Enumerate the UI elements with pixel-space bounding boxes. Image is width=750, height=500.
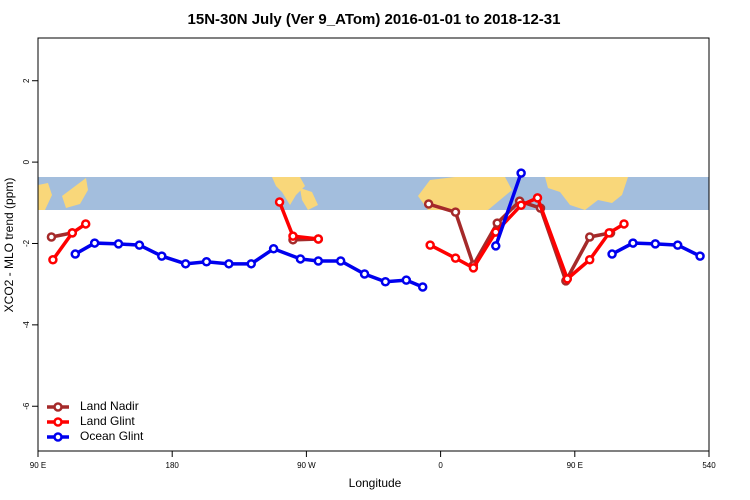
y-tick-label: -6 [22, 402, 31, 410]
point [425, 240, 435, 250]
legend-marker [53, 432, 63, 442]
x-tick-label: 0 [438, 461, 443, 470]
point [295, 254, 306, 264]
series-line [51, 199, 611, 286]
legend-label: Ocean Glint [80, 429, 144, 443]
point [417, 282, 428, 292]
point [89, 238, 100, 248]
point [335, 256, 346, 266]
point [628, 238, 638, 248]
legend-label: Land Glint [80, 414, 135, 428]
point [180, 259, 191, 269]
map-strip [38, 177, 709, 210]
legend-label: Land Nadir [80, 399, 139, 413]
point [619, 219, 629, 229]
plot-frame [37, 37, 710, 452]
point [672, 240, 683, 250]
point [67, 228, 78, 238]
point [532, 193, 543, 203]
legend-marker [53, 402, 63, 412]
x-axis-label: Longitude [349, 476, 402, 490]
point [492, 218, 503, 228]
point [288, 231, 298, 241]
x-tick-label: 180 [166, 461, 180, 470]
point [468, 263, 479, 273]
point [157, 251, 167, 261]
point [650, 239, 661, 249]
point [450, 253, 461, 263]
point [491, 241, 501, 251]
x-tick-label: 90 E [567, 461, 583, 470]
point [274, 197, 285, 207]
y-tick-label: 0 [22, 159, 31, 164]
point [359, 269, 370, 279]
y-axis-label: XCO2 - MLO trend (ppm) [2, 178, 16, 313]
point [268, 244, 279, 254]
y-tick-label: 2 [22, 78, 31, 83]
point [516, 168, 526, 178]
point [201, 257, 212, 267]
point [46, 232, 57, 242]
x-tick-label: 90 W [297, 461, 316, 470]
point [584, 232, 595, 242]
point [80, 219, 91, 229]
point [604, 228, 614, 238]
point [380, 276, 391, 287]
x-tick-label: 540 [702, 461, 716, 470]
point [246, 259, 256, 269]
point [695, 251, 705, 261]
point [134, 240, 145, 250]
point [401, 275, 412, 285]
x-tick-label: 90 E [30, 461, 46, 470]
y-tick-label: -4 [22, 321, 31, 329]
y-tick-label: -2 [22, 239, 31, 247]
point [607, 249, 617, 259]
point [70, 249, 81, 259]
point [48, 255, 58, 265]
point [313, 234, 324, 244]
chart-title: 15N-30N July (Ver 9_ATom) 2016-01-01 to … [188, 11, 561, 28]
point [113, 239, 124, 249]
point [224, 259, 234, 269]
point [584, 255, 595, 265]
point [313, 256, 324, 266]
point [450, 207, 461, 217]
point [423, 199, 434, 209]
legend-marker [53, 417, 63, 427]
point [562, 274, 573, 284]
point [516, 200, 526, 210]
